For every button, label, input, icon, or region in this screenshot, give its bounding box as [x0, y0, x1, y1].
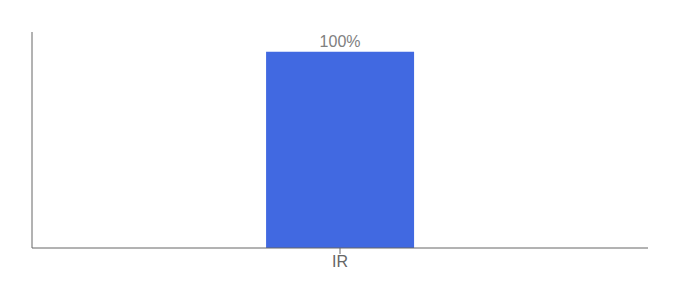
svg-text:100%: 100% [320, 33, 361, 50]
svg-text:IR: IR [332, 253, 348, 270]
